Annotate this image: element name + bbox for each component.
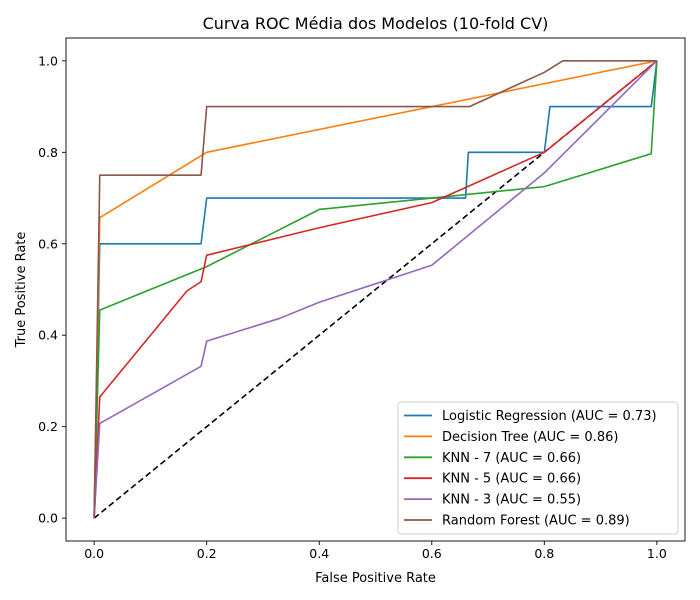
series-line-6 bbox=[93, 60, 657, 519]
legend: Logistic Regression (AUC = 0.73) Decision… bbox=[397, 401, 679, 535]
series-line-5 bbox=[93, 60, 658, 519]
plot-frame bbox=[65, 37, 686, 542]
x-tick-label: 0.4 bbox=[309, 546, 329, 561]
legend-entry: Random Forest (AUC = 0.89) bbox=[442, 514, 630, 529]
series-line-3 bbox=[93, 60, 658, 519]
chart-title: Curva ROC Média dos Modelos (10-fold CV) bbox=[203, 14, 549, 33]
legend-entry: KNN - 7 (AUC = 0.66) bbox=[442, 451, 581, 466]
y-tick-label: 0.0 bbox=[38, 511, 58, 526]
series-line-4 bbox=[93, 60, 658, 519]
y-tick-label: 0.8 bbox=[38, 145, 58, 160]
x-tick-label: 0.2 bbox=[197, 546, 217, 561]
legend-entry: KNN - 5 (AUC = 0.66) bbox=[442, 472, 581, 487]
y-tick-label: 1.0 bbox=[38, 53, 58, 68]
legend-box bbox=[397, 401, 679, 535]
legend-entry: Decision Tree (AUC = 0.86) bbox=[442, 430, 618, 445]
y-tick-label: 0.2 bbox=[38, 419, 58, 434]
y-tick-label: 0.6 bbox=[38, 236, 58, 251]
x-tick-label: 0.8 bbox=[534, 546, 554, 561]
y-tick-label: 0.4 bbox=[38, 328, 58, 343]
x-tick-label: 0.6 bbox=[422, 546, 442, 561]
legend-entry: Logistic Regression (AUC = 0.73) bbox=[442, 409, 657, 424]
x-tick-label: 1.0 bbox=[647, 546, 667, 561]
legend-entry: KNN - 3 (AUC = 0.55) bbox=[442, 493, 581, 508]
x-axis-label: False Positive Rate bbox=[315, 571, 436, 586]
plot-area: 0.0 0.2 0.4 0.6 0.8 1.0 0.0 0.2 0.4 0.6 0.8 1.0 bbox=[38, 37, 686, 561]
x-tick-label: 0.0 bbox=[84, 546, 104, 561]
y-axis-label: True Positive Rate bbox=[14, 232, 29, 349]
